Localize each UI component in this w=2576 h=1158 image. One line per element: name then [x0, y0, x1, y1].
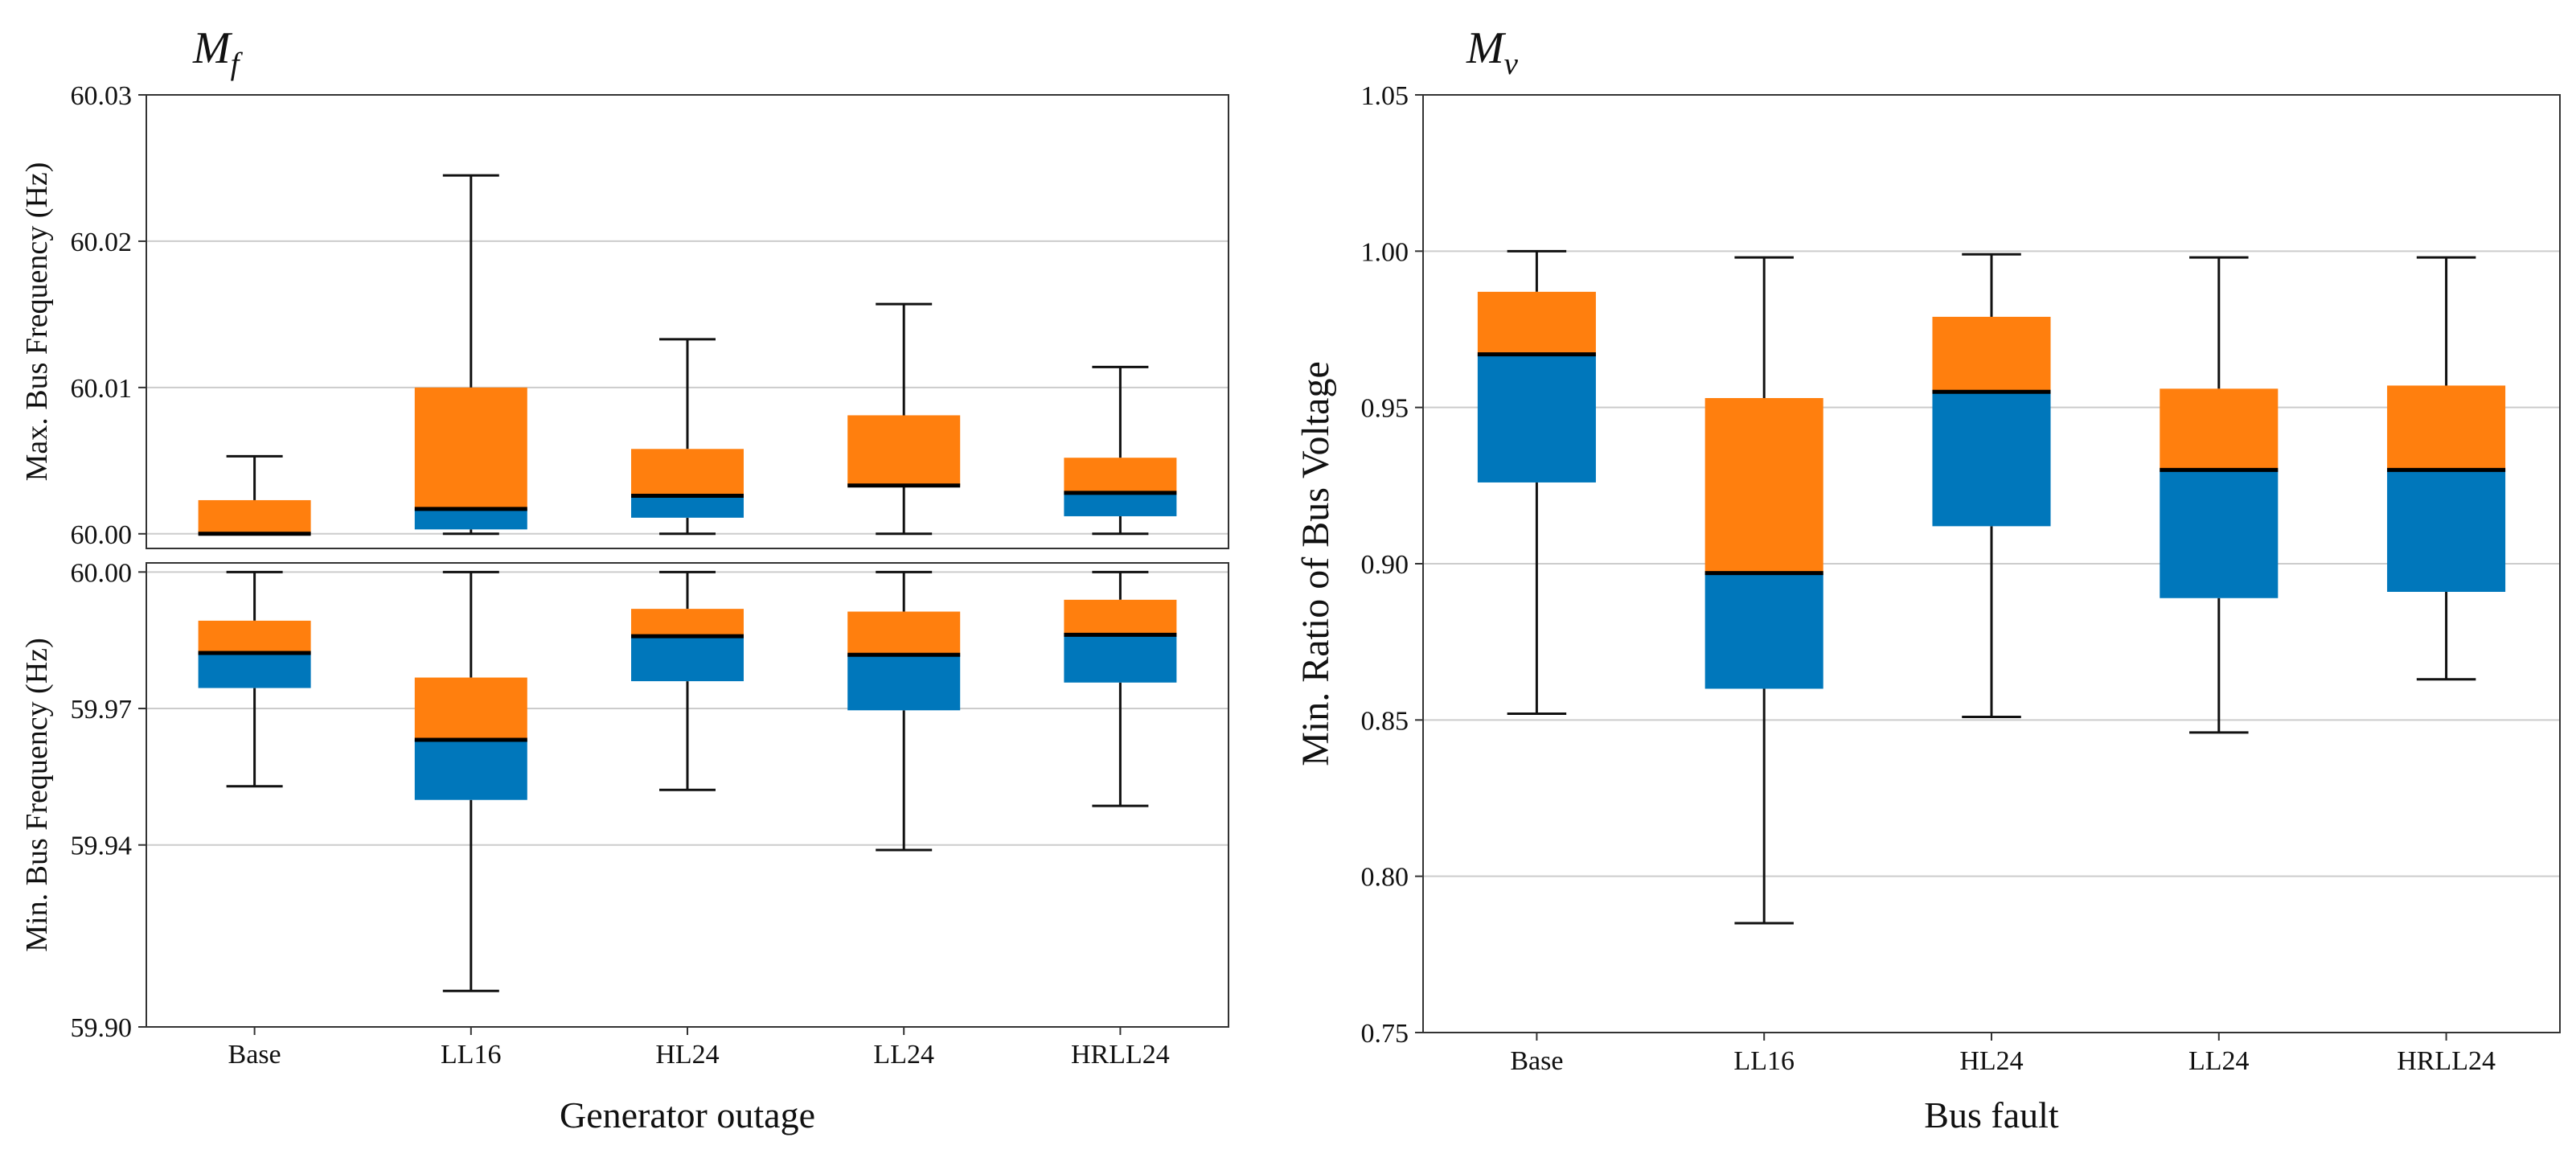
y-tick-label: 0.80	[1361, 863, 1409, 893]
x-tick-label: LL24	[2188, 1046, 2250, 1076]
box-hl24	[631, 338, 744, 536]
lower-quartile-box	[2387, 470, 2506, 592]
plot-frame	[146, 94, 1229, 549]
y-tick-label: 0.90	[1361, 550, 1409, 580]
upper-quartile-box	[2160, 388, 2279, 470]
x-axis-label: Bus fault	[1924, 1094, 2059, 1135]
y-tick-label: 59.90	[71, 1013, 133, 1043]
x-tick-label: HRLL24	[1071, 1040, 1170, 1070]
panel-title: Mf	[192, 23, 244, 81]
lower-quartile-box	[414, 508, 527, 530]
box-ll24	[2160, 256, 2279, 734]
box-base	[1477, 249, 1596, 716]
box-base	[198, 454, 311, 536]
box-ll16	[1704, 256, 1823, 925]
y-tick-label: 0.85	[1361, 706, 1409, 736]
x-tick-label: Base	[1510, 1046, 1563, 1076]
x-tick-label: LL16	[441, 1040, 502, 1070]
upper-quartile-box	[631, 609, 744, 637]
upper-quartile-box	[1704, 398, 1823, 573]
lower-quartile-box	[414, 740, 527, 800]
x-tick-label: Base	[228, 1040, 281, 1070]
upper-quartile-box	[1477, 291, 1596, 355]
box-hrll24	[1064, 570, 1177, 807]
y-tick-label: 60.00	[71, 558, 133, 588]
box-ll24	[847, 570, 961, 852]
box-hrll24	[2387, 256, 2506, 681]
y-axis-label: Max. Bus Frequency (Hz)	[20, 162, 54, 482]
y-tick-label: 1.05	[1361, 81, 1409, 111]
y-tick-label: 59.94	[71, 832, 133, 861]
x-axis-label: Generator outage	[560, 1094, 815, 1135]
x-tick-label: LL24	[873, 1040, 934, 1070]
lower-quartile-box	[1704, 573, 1823, 689]
box-hrll24	[1064, 365, 1177, 536]
y-axis-label: Min. Bus Frequency (Hz)	[20, 638, 54, 951]
lower-quartile-box	[1477, 354, 1596, 482]
lower-quartile-box	[1064, 634, 1177, 683]
upper-quartile-box	[1064, 458, 1177, 493]
lower-quartile-box	[631, 636, 744, 682]
upper-quartile-box	[847, 415, 961, 486]
upper-quartile-box	[198, 620, 311, 654]
panel-title: Mv	[1466, 23, 1519, 81]
upper-quartile-box	[414, 677, 527, 741]
y-tick-label: 60.02	[71, 228, 133, 257]
max-frequency-panel: 60.00 60.01 60.02 60.03 Max. Bus Frequency (…	[20, 23, 1229, 550]
y-tick-label: 59.97	[71, 695, 133, 725]
box-base	[198, 570, 311, 788]
y-tick-label: 60.00	[71, 520, 133, 550]
lower-quartile-box	[1932, 392, 2051, 527]
lower-quartile-box	[198, 653, 311, 688]
lower-quartile-box	[2160, 470, 2279, 598]
upper-quartile-box	[2387, 385, 2506, 470]
upper-quartile-box	[847, 611, 961, 655]
min-frequency-panel: 59.90 59.94 59.97 60.00 Base LL16 HL24 LL24 HRLL…	[20, 558, 1229, 1135]
box-ll24	[847, 302, 961, 536]
upper-quartile-box	[198, 499, 311, 534]
y-tick-label: 0.95	[1361, 394, 1409, 424]
min-voltage-panel: 0.75 0.80 0.85 0.90 0.95 1.00 1.05 Base LL16 HL24…	[1294, 23, 2561, 1135]
box-ll16	[414, 174, 527, 536]
y-tick-label: 0.75	[1361, 1019, 1409, 1049]
upper-quartile-box	[1932, 316, 2051, 392]
x-tick-label: HL24	[1959, 1046, 2023, 1076]
y-tick-label: 60.03	[71, 81, 133, 111]
box-ll16	[414, 570, 527, 992]
y-tick-label: 1.00	[1361, 237, 1409, 267]
lower-quartile-box	[631, 495, 744, 518]
lower-quartile-box	[1064, 492, 1177, 516]
upper-quartile-box	[414, 387, 527, 509]
y-tick-label: 60.01	[71, 374, 133, 404]
upper-quartile-box	[1064, 599, 1177, 635]
upper-quartile-box	[631, 449, 744, 496]
x-tick-label: HRLL24	[2397, 1046, 2496, 1076]
x-tick-label: HL24	[655, 1040, 719, 1070]
x-tick-label: LL16	[1733, 1046, 1795, 1076]
box-hl24	[1932, 253, 2051, 718]
box-hl24	[631, 570, 744, 791]
lower-quartile-box	[847, 655, 961, 711]
y-axis-label: Min. Ratio of Bus Voltage	[1294, 361, 1337, 766]
